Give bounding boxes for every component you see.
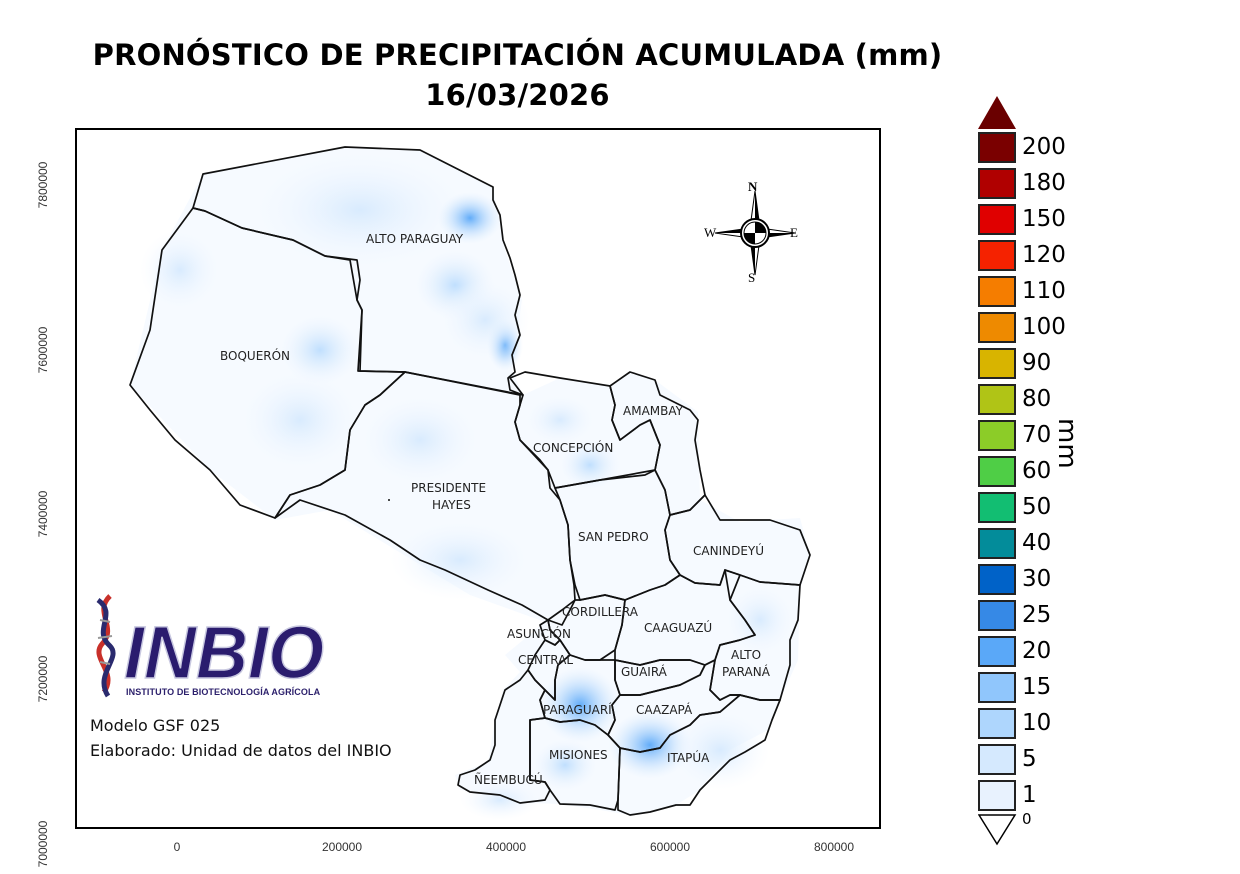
- department-boundaries: [129, 146, 811, 816]
- logo-subtitle: INSTITUTO DE BIOTECNOLOGÍA AGRÍCOLA: [126, 687, 321, 697]
- legend-swatch: [978, 312, 1016, 343]
- legend-swatch: [978, 492, 1016, 523]
- x-tick: 200000: [321, 840, 363, 854]
- legend-label: 60: [1022, 458, 1052, 484]
- label-alto-paraguay: ALTO PARAGUAY: [366, 232, 464, 246]
- label-boqueron: BOQUERÓN: [220, 348, 290, 363]
- label-caaguazu: CAAGUAZÚ: [644, 620, 712, 635]
- legend-label: 30: [1022, 566, 1052, 592]
- legend-label: 10: [1022, 710, 1052, 736]
- legend-swatch: [978, 384, 1016, 415]
- compass-e: E: [790, 225, 798, 240]
- x-tick: 600000: [649, 840, 691, 854]
- legend-label: 25: [1022, 602, 1052, 628]
- legend-swatch: [978, 168, 1016, 199]
- compass-w: W: [704, 225, 717, 240]
- logo-text: INBIO: [124, 611, 324, 694]
- inbio-logo: INBIO: [96, 594, 325, 698]
- label-guaira: GUAIRÁ: [621, 664, 668, 679]
- legend-label: 70: [1022, 422, 1052, 448]
- compass-s: S: [748, 270, 755, 285]
- legend-label: 100: [1022, 314, 1066, 340]
- legend-swatch: [978, 636, 1016, 667]
- legend-swatch: [978, 780, 1016, 811]
- legend-swatch: [978, 204, 1016, 235]
- legend-swatch: [978, 564, 1016, 595]
- author-note: Elaborado: Unidad de datos del INBIO: [90, 741, 392, 760]
- x-tick: 0: [173, 840, 181, 854]
- label-presidente: PRESIDENTE: [411, 481, 486, 495]
- label-misiones: MISIONES: [549, 748, 608, 762]
- legend-over-arrow-icon: [978, 96, 1016, 129]
- department-labels: ALTO PARAGUAY BOQUERÓN PRESIDENTE HAYES …: [220, 232, 771, 787]
- boundary-neembucu: [457, 669, 551, 804]
- legend-swatch: [978, 672, 1016, 703]
- legend-label: 80: [1022, 386, 1052, 412]
- country-fill: [130, 147, 810, 815]
- legend-label: 1: [1022, 782, 1037, 808]
- map-title: PRONÓSTICO DE PRECIPITACIÓN ACUMULADA (m…: [92, 38, 943, 72]
- label-itapua: ITAPÚA: [667, 750, 710, 765]
- legend-swatch: [978, 528, 1016, 559]
- label-caazapa: CAAZAPÁ: [636, 702, 693, 717]
- label-paraguari: PARAGUARÍ: [543, 702, 612, 717]
- legend-label: 200: [1022, 134, 1066, 160]
- label-cordillera: CORDILLERA: [562, 605, 639, 619]
- legend-label: 150: [1022, 206, 1066, 232]
- label-hayes: HAYES: [432, 498, 471, 512]
- legend-swatch: [978, 348, 1016, 379]
- label-canindeyu: CANINDEYÚ: [693, 543, 764, 558]
- legend-label: 15: [1022, 674, 1052, 700]
- boundary-itapua: [617, 694, 781, 816]
- label-asuncion: ASUNCIÓN: [507, 626, 571, 641]
- legend-swatch: [978, 420, 1016, 451]
- label-alto: ALTO: [731, 648, 761, 662]
- legend-swatch: [978, 276, 1016, 307]
- legend-swatch: [978, 456, 1016, 487]
- legend-unit: mm: [1052, 418, 1082, 469]
- label-amambay: AMAMBAY: [623, 404, 684, 418]
- y-tick: 7400000: [36, 490, 50, 538]
- legend-swatch: [978, 132, 1016, 163]
- legend-label: 40: [1022, 530, 1052, 556]
- y-tick: 7600000: [36, 326, 50, 374]
- legend-label: 90: [1022, 350, 1052, 376]
- legend-under-arrow-icon: [978, 814, 1017, 846]
- legend-swatch: [978, 240, 1016, 271]
- label-neembucu: ÑEEMBUCÚ: [474, 772, 543, 787]
- y-tick: 7800000: [36, 161, 50, 209]
- x-tick: 800000: [813, 840, 855, 854]
- legend-label: 120: [1022, 242, 1066, 268]
- legend-label: 180: [1022, 170, 1066, 196]
- compass-n: N: [748, 179, 758, 194]
- legend-swatch: [978, 600, 1016, 631]
- legend-label: 50: [1022, 494, 1052, 520]
- label-parana: PARANÁ: [722, 664, 771, 679]
- legend-label: 5: [1022, 746, 1037, 772]
- label-san-pedro: SAN PEDRO: [578, 530, 649, 544]
- legend-swatch: [978, 708, 1016, 739]
- paraguay-map: ALTO PARAGUAY BOQUERÓN PRESIDENTE HAYES …: [129, 146, 811, 820]
- legend-label: 110: [1022, 278, 1066, 304]
- x-tick: 400000: [485, 840, 527, 854]
- label-central: CENTRAL: [518, 653, 573, 667]
- map-date: 16/03/2026: [425, 78, 610, 112]
- model-note: Modelo GSF 025: [90, 716, 221, 735]
- map-dot: [388, 499, 390, 501]
- precipitation-field: [140, 150, 795, 820]
- y-tick: 7200000: [36, 655, 50, 703]
- legend-swatch: [978, 744, 1016, 775]
- label-concepcion: CONCEPCIÓN: [533, 440, 613, 455]
- legend-label: 20: [1022, 638, 1052, 664]
- y-tick: 7000000: [36, 820, 50, 868]
- legend-zero-label: 0: [1022, 810, 1032, 828]
- compass-rose-icon: N S W E: [704, 179, 798, 285]
